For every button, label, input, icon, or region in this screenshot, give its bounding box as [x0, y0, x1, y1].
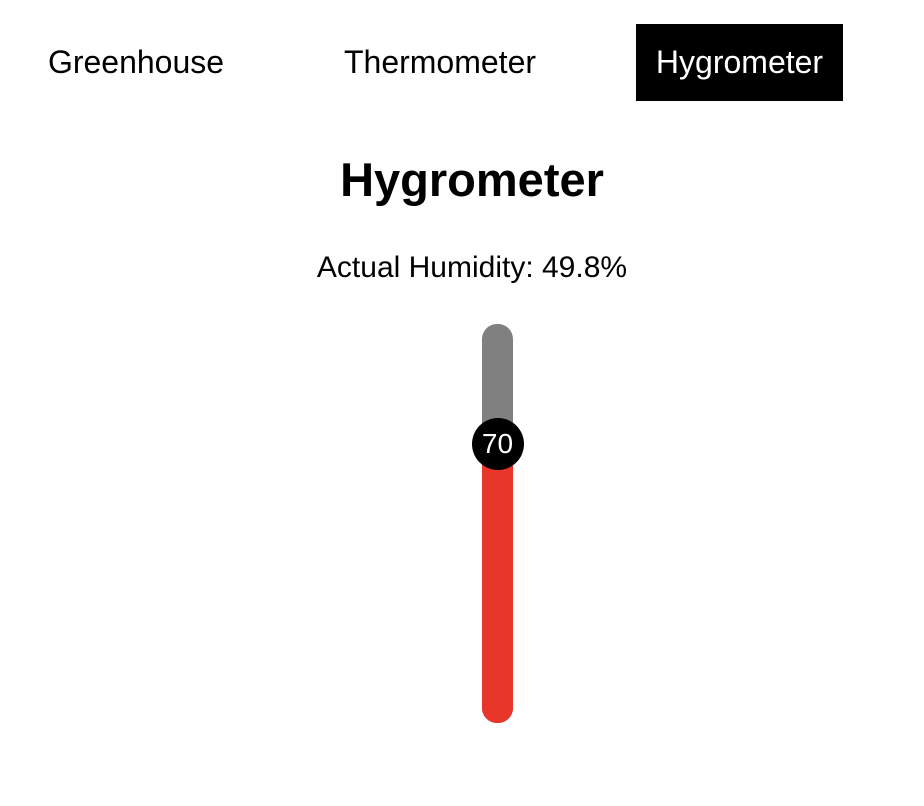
tab-thermometer[interactable]: Thermometer	[343, 44, 537, 80]
tab-hygrometer[interactable]: Hygrometer	[636, 24, 843, 101]
top-navigation: Greenhouse Thermometer Hygrometer	[0, 24, 924, 101]
slider-value-label: 70	[481, 427, 514, 459]
actual-humidity-reading: Actual Humidity: 49.8%	[316, 251, 628, 284]
slider-fill	[482, 443, 513, 723]
humidity-target-slider[interactable]: 70	[471, 324, 524, 723]
slider-thumb[interactable]: 70	[471, 417, 524, 470]
slider-track[interactable]	[482, 324, 513, 723]
page-title: Hygrometer	[340, 153, 604, 206]
tab-greenhouse[interactable]: Greenhouse	[47, 44, 225, 80]
